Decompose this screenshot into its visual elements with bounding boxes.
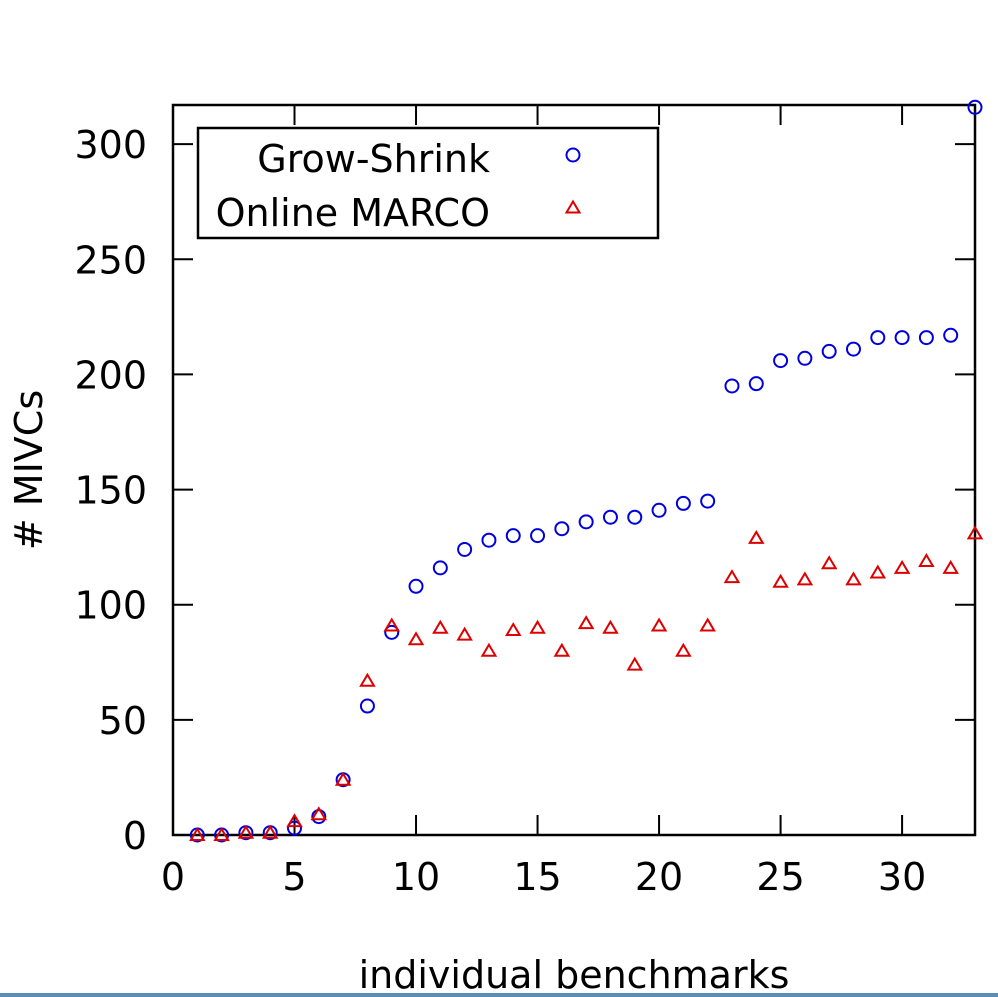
point-online-marco-3 (237, 824, 255, 839)
plot-frame (171, 103, 977, 837)
point-grow-shrink-24 (748, 376, 764, 392)
point-grow-shrink-26 (797, 350, 813, 366)
y-tick-label-3: 150 (74, 469, 147, 513)
point-online-marco-17 (577, 615, 595, 630)
legend-marker-grow-shrink (565, 147, 581, 163)
x-tick-label-1: 5 (282, 855, 306, 899)
point-grow-shrink-19 (627, 509, 643, 525)
x-tick-label-5: 25 (756, 855, 804, 899)
point-online-marco-27 (820, 555, 838, 570)
point-grow-shrink-9 (384, 624, 400, 640)
y-tick-label-2: 100 (74, 584, 147, 628)
point-grow-shrink-16 (554, 521, 570, 537)
point-online-marco-2 (213, 827, 230, 841)
point-online-marco-24 (748, 529, 765, 544)
y-tick-label-6: 300 (74, 123, 147, 167)
point-online-marco-18 (602, 619, 619, 634)
legend: Grow-Shrink Online MARCO (196, 126, 660, 240)
legend-box (196, 126, 660, 240)
point-online-marco-12 (456, 626, 473, 641)
y-tick-label-0: 0 (123, 814, 147, 858)
point-grow-shrink-8 (359, 698, 375, 714)
point-online-marco-7 (334, 771, 352, 786)
point-online-marco-29 (869, 564, 887, 579)
point-online-marco-23 (723, 569, 741, 584)
y-axis-label: # MIVCs (7, 390, 51, 550)
axis-ticks (172, 105, 975, 836)
point-online-marco-30 (893, 559, 911, 574)
window-bottom-border (0, 993, 998, 997)
point-grow-shrink-33 (967, 99, 983, 115)
x-tick-label-4: 20 (635, 855, 683, 899)
point-grow-shrink-5 (287, 820, 303, 836)
point-grow-shrink-20 (651, 502, 667, 518)
legend-label-grow-shrink: Grow-Shrink (257, 137, 490, 181)
point-grow-shrink-31 (918, 330, 934, 346)
legend-marker-online-marco (564, 199, 582, 214)
y-tick-label-5: 250 (74, 238, 147, 282)
point-online-marco-13 (480, 642, 498, 657)
point-online-marco-9 (383, 617, 400, 632)
x-tick-label-3: 15 (513, 855, 561, 899)
point-online-marco-10 (407, 631, 425, 646)
y-tick-label-1: 50 (99, 699, 147, 743)
point-online-marco-19 (626, 656, 644, 671)
point-grow-shrink-30 (894, 330, 910, 346)
point-online-marco-6 (310, 806, 328, 821)
point-grow-shrink-11 (432, 560, 448, 576)
point-online-marco-11 (432, 619, 449, 634)
point-grow-shrink-32 (943, 327, 959, 343)
point-grow-shrink-18 (602, 509, 618, 525)
point-online-marco-33 (966, 525, 984, 540)
point-grow-shrink-29 (870, 330, 886, 346)
x-tick-label-6: 30 (878, 855, 926, 899)
point-grow-shrink-27 (821, 343, 837, 359)
point-grow-shrink-17 (578, 514, 594, 530)
point-online-marco-15 (529, 619, 546, 634)
point-online-marco-8 (359, 672, 376, 687)
point-grow-shrink-21 (675, 495, 691, 511)
point-grow-shrink-23 (724, 378, 740, 394)
point-online-marco-14 (504, 622, 522, 637)
point-online-marco-16 (553, 642, 571, 657)
x-tick-label-0: 0 (161, 855, 185, 899)
point-grow-shrink-15 (530, 528, 546, 544)
point-grow-shrink-22 (700, 493, 716, 509)
point-grow-shrink-28 (845, 341, 861, 357)
y-tick-label-4: 200 (74, 353, 147, 397)
x-tick-label-2: 10 (392, 855, 440, 899)
point-grow-shrink-13 (481, 532, 497, 548)
point-online-marco-25 (772, 573, 789, 588)
point-online-marco-5 (286, 813, 303, 828)
point-online-marco-26 (796, 571, 814, 586)
point-online-marco-1 (189, 827, 206, 841)
point-online-marco-31 (918, 552, 935, 567)
x-axis-label: individual benchmarks (359, 953, 790, 993)
point-online-marco-32 (942, 559, 959, 574)
point-online-marco-4 (261, 824, 279, 839)
point-online-marco-21 (675, 642, 692, 657)
data-points (189, 99, 984, 843)
point-grow-shrink-14 (505, 528, 521, 544)
point-online-marco-28 (845, 571, 862, 586)
point-grow-shrink-12 (457, 541, 473, 557)
point-grow-shrink-25 (773, 353, 789, 369)
point-grow-shrink-10 (408, 578, 424, 594)
legend-label-online-marco: Online MARCO (216, 191, 490, 235)
point-online-marco-22 (699, 617, 716, 632)
point-online-marco-20 (650, 617, 668, 632)
